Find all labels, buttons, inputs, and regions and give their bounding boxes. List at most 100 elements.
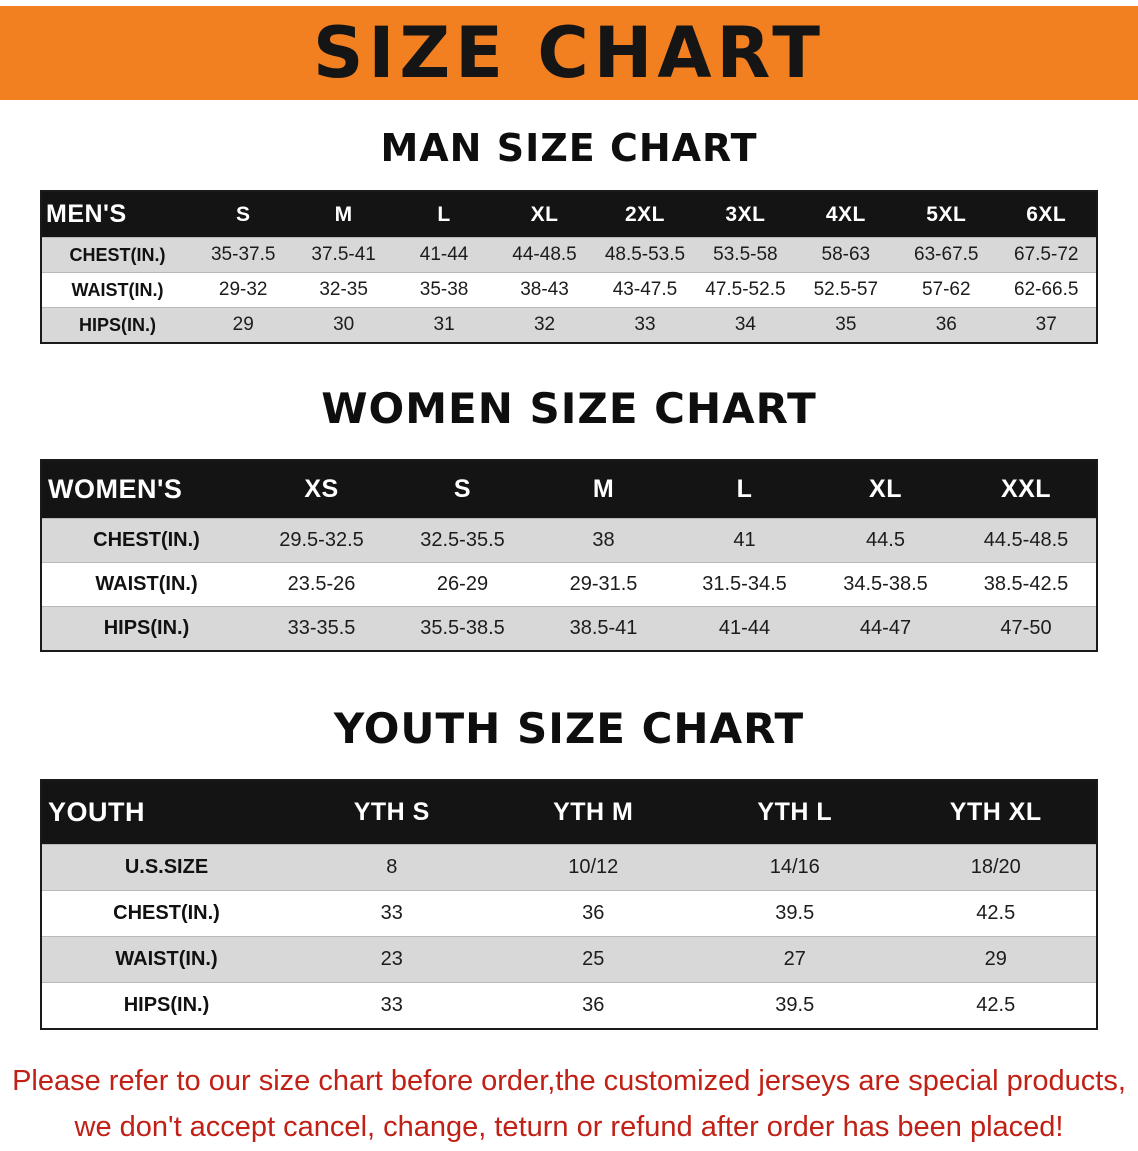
size-value-cell: 23.5-26 <box>287 573 356 595</box>
section-men: MAN SIZE CHART MEN'S S M L XL 2XL 3XL 4XL 5XL 6XL… <box>0 126 1138 344</box>
size-value-cell: 29 <box>232 314 254 335</box>
category-header: WOMEN'S <box>41 460 251 519</box>
women-size-table: WOMEN'S XS S M L XL XXL CHEST(IN.) 29.5-32.5 32.… <box>40 459 1098 652</box>
row-label: CHEST(IN.) <box>69 244 166 265</box>
size-value-cell: 36 <box>935 314 957 335</box>
youth-size-table: YOUTH YTH S YTH M YTH L YTH XL U.S.SIZE 8 10/1… <box>40 779 1098 1030</box>
table-row: HIPS(IN.) 33-35.5 35.5-38.5 38.5-41 41-44 44-… <box>41 606 1097 651</box>
size-column-header: YTH XL <box>895 780 1097 845</box>
size-value-cell: 8 <box>386 856 398 878</box>
size-value-cell: 62-66.5 <box>1014 279 1079 300</box>
table-header-row: MEN'S S M L XL 2XL 3XL 4XL 5XL 6XL <box>41 191 1097 238</box>
size-value-cell: 41 <box>733 529 756 551</box>
size-chart-page: SIZE CHART MAN SIZE CHART MEN'S S M L XL 2XL 3… <box>0 6 1138 1143</box>
row-label: HIPS(IN.) <box>123 994 210 1016</box>
size-value-cell: 53.5-58 <box>713 244 778 265</box>
table-row: CHEST(IN.) 33 36 39.5 42.5 <box>41 890 1097 937</box>
size-value-cell: 34 <box>734 314 756 335</box>
size-value-cell: 63-67.5 <box>914 244 979 265</box>
size-column-header: M <box>533 460 674 519</box>
size-column-header: 2XL <box>594 191 696 238</box>
size-value-cell: 35 <box>835 314 857 335</box>
size-column-header: YTH S <box>291 780 493 845</box>
disclaimer: Please refer to our size chart before or… <box>0 1058 1138 1151</box>
size-column-header: XS <box>251 460 392 519</box>
row-label: WAIST(IN.) <box>71 279 164 300</box>
section-women: WOMEN SIZE CHART WOMEN'S XS S M L XL XXL CHEST… <box>0 384 1138 652</box>
size-column-header: XL <box>494 191 595 238</box>
row-label: CHEST(IN.) <box>93 529 200 551</box>
size-column-header: XXL <box>956 460 1097 519</box>
disclaimer-line-2: we don't accept cancel, change, teturn o… <box>74 1111 1064 1144</box>
row-label: CHEST(IN.) <box>113 902 220 924</box>
page-title: SIZE CHART <box>312 12 826 94</box>
size-value-cell: 52.5-57 <box>813 279 879 300</box>
row-label: WAIST(IN.) <box>115 948 218 970</box>
table-row: CHEST(IN.) 35-37.5 37.5-41 41-44 44-48.5 48.5… <box>41 237 1097 273</box>
size-value-cell: 10/12 <box>568 856 619 878</box>
row-label: WAIST(IN.) <box>95 573 198 595</box>
size-value-cell: 47-50 <box>1000 617 1052 639</box>
table-body: CHEST(IN.) 35-37.5 37.5-41 41-44 44-48.5 48.5… <box>41 237 1097 343</box>
size-value-cell: 36 <box>582 902 605 924</box>
size-value-cell: 25 <box>582 948 605 970</box>
size-value-cell: 33-35.5 <box>287 617 356 639</box>
size-column-header: 6XL <box>996 191 1097 238</box>
category-header: MEN'S <box>41 191 193 238</box>
table-row: WAIST(IN.) 23 25 27 29 <box>41 936 1097 983</box>
table-body: CHEST(IN.) 29.5-32.5 32.5-35.5 38 41 44.5 44.5… <box>41 518 1097 651</box>
size-value-cell: 44-47 <box>859 617 912 639</box>
table-row: CHEST(IN.) 29.5-32.5 32.5-35.5 38 41 44.5 44.5… <box>41 518 1097 563</box>
table-row: HIPS(IN.) 33 36 39.5 42.5 <box>41 982 1097 1029</box>
size-column-header: 5XL <box>896 191 997 238</box>
table-body: U.S.SIZE 8 10/12 14/16 18/20 CHEST(IN.) 33 36 39… <box>41 844 1097 1029</box>
size-value-cell: 29 <box>984 948 1007 970</box>
size-value-cell: 38.5-41 <box>569 617 638 639</box>
size-value-cell: 44.5-48.5 <box>983 529 1069 551</box>
size-value-cell: 29-31.5 <box>569 573 638 595</box>
size-value-cell: 42.5 <box>976 902 1016 924</box>
size-value-cell: 44-48.5 <box>512 244 577 265</box>
table-header-row: YOUTH YTH S YTH M YTH L YTH XL <box>41 780 1097 845</box>
size-value-cell: 27 <box>783 948 806 970</box>
sections: MAN SIZE CHART MEN'S S M L XL 2XL 3XL 4XL 5XL 6XL… <box>0 126 1138 1030</box>
size-value-cell: 35.5-38.5 <box>420 617 505 639</box>
men-size-table: MEN'S S M L XL 2XL 3XL 4XL 5XL 6XL CHEST(IN.) 35-3… <box>40 190 1098 344</box>
size-value-cell: 29-32 <box>218 279 268 300</box>
size-value-cell: 35-37.5 <box>210 244 276 265</box>
size-value-cell: 32.5-35.5 <box>420 529 505 551</box>
size-value-cell: 32 <box>533 314 556 335</box>
table-row: HIPS(IN.) 29 30 31 32 33 34 35 36 37 <box>41 307 1097 343</box>
size-value-cell: 31 <box>433 314 455 335</box>
size-value-cell: 26-29 <box>436 573 489 595</box>
size-value-cell: 34.5-38.5 <box>843 573 928 595</box>
size-value-cell: 14/16 <box>769 856 820 878</box>
size-column-header: S <box>193 191 294 238</box>
size-value-cell: 39.5 <box>775 994 815 1016</box>
size-value-cell: 67.5-72 <box>1014 244 1079 265</box>
size-value-cell: 33 <box>634 314 656 335</box>
size-column-header: XL <box>815 460 956 519</box>
size-value-cell: 18/20 <box>970 856 1021 878</box>
men-size-chart-heading: MAN SIZE CHART <box>380 126 758 170</box>
size-column-header: L <box>674 460 815 519</box>
size-value-cell: 38.5-42.5 <box>983 573 1069 595</box>
size-value-cell: 38 <box>592 529 615 551</box>
size-value-cell: 33 <box>380 994 403 1016</box>
size-column-header: S <box>392 460 533 519</box>
size-value-cell: 39.5 <box>775 902 815 924</box>
size-value-cell: 32-35 <box>319 279 368 300</box>
table-row: WAIST(IN.) 29-32 32-35 35-38 38-43 43-47.5 47.… <box>41 272 1097 308</box>
table-row: U.S.SIZE 8 10/12 14/16 18/20 <box>41 844 1097 891</box>
section-youth: YOUTH SIZE CHART YOUTH YTH S YTH M YTH L YTH… <box>0 704 1138 1030</box>
size-value-cell: 44.5 <box>866 529 905 551</box>
size-value-cell: 35-38 <box>419 279 469 300</box>
size-value-cell: 58-63 <box>821 244 871 265</box>
row-label: HIPS(IN.) <box>78 314 156 335</box>
table-header-row: WOMEN'S XS S M L XL XXL <box>41 460 1097 519</box>
row-label: HIPS(IN.) <box>103 617 190 639</box>
size-value-cell: 41-44 <box>419 244 469 265</box>
size-value-cell: 37 <box>1035 314 1057 335</box>
size-value-cell: 33 <box>380 902 403 924</box>
size-column-header: 3XL <box>695 191 796 238</box>
